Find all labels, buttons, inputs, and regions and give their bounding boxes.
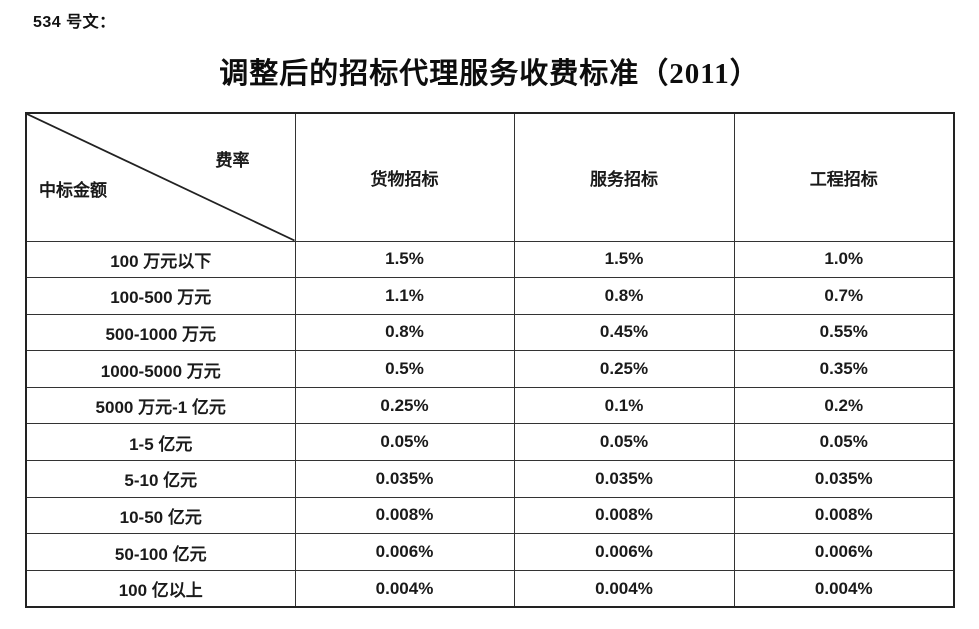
rate-cell: 0.004% bbox=[733, 569, 955, 608]
table-row: 10-50 亿元 0.008% 0.008% 0.008% bbox=[25, 496, 955, 535]
corner-header-cell: 费率 中标金额 bbox=[25, 112, 296, 242]
rate-cell: 0.25% bbox=[294, 386, 515, 425]
table-row: 500-1000 万元 0.8% 0.45% 0.55% bbox=[25, 313, 955, 352]
rate-cell: 0.008% bbox=[513, 496, 735, 535]
rate-cell: 0.035% bbox=[733, 460, 955, 498]
rate-cell: 1.5% bbox=[513, 240, 735, 279]
diagonal-line bbox=[27, 114, 294, 240]
rate-cell: 1.1% bbox=[294, 277, 515, 315]
row-label: 10-50 亿元 bbox=[25, 496, 296, 535]
rate-cell: 1.5% bbox=[294, 240, 515, 279]
column-header-service: 服务招标 bbox=[513, 112, 735, 242]
corner-label-rate: 费率 bbox=[215, 151, 250, 170]
page-title: 调整后的招标代理服务收费标准（2011） bbox=[219, 58, 760, 90]
row-label: 5000 万元-1 亿元 bbox=[25, 386, 296, 425]
table-row: 100-500 万元 1.1% 0.8% 0.7% bbox=[25, 277, 955, 315]
rate-cell: 0.008% bbox=[733, 496, 955, 535]
rate-cell: 0.05% bbox=[733, 423, 955, 462]
rate-cell: 0.004% bbox=[513, 569, 735, 608]
rate-cell: 0.006% bbox=[294, 533, 515, 571]
rate-cell: 0.25% bbox=[513, 350, 735, 388]
row-label: 100 万元以下 bbox=[25, 240, 296, 279]
row-label: 100-500 万元 bbox=[25, 277, 296, 315]
doc-number: 534 号文： bbox=[33, 14, 116, 31]
rate-cell: 0.008% bbox=[294, 496, 515, 535]
rate-cell: 1.0% bbox=[733, 240, 955, 279]
table-header-row: 费率 中标金额 货物招标 服务招标 工程招标 bbox=[25, 112, 955, 242]
row-label: 500-1000 万元 bbox=[25, 313, 296, 352]
rate-cell: 0.55% bbox=[733, 313, 955, 352]
rate-cell: 0.2% bbox=[733, 386, 955, 425]
rate-cell: 0.5% bbox=[294, 350, 515, 388]
table-row: 5000 万元-1 亿元 0.25% 0.1% 0.2% bbox=[25, 386, 955, 425]
column-header-engineering: 工程招标 bbox=[733, 112, 955, 242]
column-header-goods: 货物招标 bbox=[294, 112, 515, 242]
rate-cell: 0.006% bbox=[733, 533, 955, 571]
row-label: 5-10 亿元 bbox=[25, 460, 296, 498]
rate-cell: 0.004% bbox=[294, 569, 515, 608]
rate-cell: 0.8% bbox=[294, 313, 515, 352]
row-label: 1-5 亿元 bbox=[25, 423, 296, 462]
rate-cell: 0.006% bbox=[513, 533, 735, 571]
fee-standard-table: 费率 中标金额 货物招标 服务招标 工程招标 100 万元以下 1.5% 1.5… bbox=[25, 112, 955, 609]
rate-cell: 0.35% bbox=[733, 350, 955, 388]
rate-cell: 0.7% bbox=[733, 277, 955, 315]
row-label: 100 亿以上 bbox=[25, 569, 296, 608]
table-row: 50-100 亿元 0.006% 0.006% 0.006% bbox=[25, 533, 955, 571]
rate-cell: 0.035% bbox=[513, 460, 735, 498]
rate-cell: 0.035% bbox=[294, 460, 515, 498]
table-row: 5-10 亿元 0.035% 0.035% 0.035% bbox=[25, 460, 955, 498]
table-row: 1000-5000 万元 0.5% 0.25% 0.35% bbox=[25, 350, 955, 388]
rate-cell: 0.05% bbox=[294, 423, 515, 462]
rate-cell: 0.8% bbox=[513, 277, 735, 315]
table-row: 1-5 亿元 0.05% 0.05% 0.05% bbox=[25, 423, 955, 462]
table-row: 100 万元以下 1.5% 1.5% 1.0% bbox=[25, 240, 955, 279]
rate-cell: 0.05% bbox=[513, 423, 735, 462]
row-label: 50-100 亿元 bbox=[25, 533, 296, 571]
table-row: 100 亿以上 0.004% 0.004% 0.004% bbox=[25, 569, 955, 608]
row-label: 1000-5000 万元 bbox=[25, 350, 296, 388]
corner-label-amount: 中标金额 bbox=[39, 181, 107, 200]
rate-cell: 0.45% bbox=[513, 313, 735, 352]
rate-cell: 0.1% bbox=[513, 386, 735, 425]
